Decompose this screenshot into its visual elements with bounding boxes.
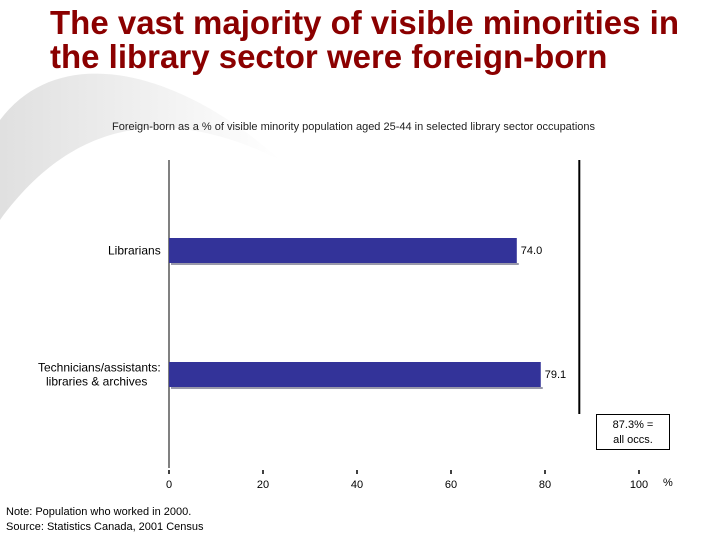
x-tick-label: 100 [630, 479, 648, 491]
callout-caption: all occs. [613, 434, 653, 446]
source-line: Source: Statistics Canada, 2001 Census [6, 521, 204, 533]
bar-shadow [171, 387, 543, 389]
callout-value: 87.3% = [612, 419, 654, 431]
category-label: Librarians [108, 244, 161, 258]
x-tick-label: 60 [445, 479, 457, 491]
bar [169, 238, 517, 263]
note-line: Note: Population who worked in 2000. [6, 506, 192, 518]
page-title: The vast majority of visible minorities … [50, 4, 679, 75]
x-tick-label: 20 [257, 479, 269, 491]
source-note: Note: Population who worked in 2000. Sou… [6, 505, 204, 535]
x-tick-label: 0 [166, 479, 172, 491]
x-tick-label: 40 [351, 479, 363, 491]
chart-bars [169, 238, 543, 389]
x-axis-unit: % [663, 477, 673, 489]
x-tick-label: 80 [539, 479, 551, 491]
value-label: 79.1 [545, 369, 566, 381]
bar-shadow [171, 263, 519, 265]
value-label: 74.0 [521, 245, 542, 257]
reference-callout: 87.3% = all occs. [596, 414, 670, 450]
chart-subtitle: Foreign-born as a % of visible minority … [112, 121, 596, 133]
chart-labels: 0 20 40 60 80 100 % 74.0 Librarians 79.1 Technicia… [38, 244, 673, 492]
chart-axes [168, 160, 640, 474]
category-label: Technicians/assistants: [38, 361, 161, 375]
category-label: libraries & archives [46, 375, 147, 389]
bar [169, 362, 541, 387]
